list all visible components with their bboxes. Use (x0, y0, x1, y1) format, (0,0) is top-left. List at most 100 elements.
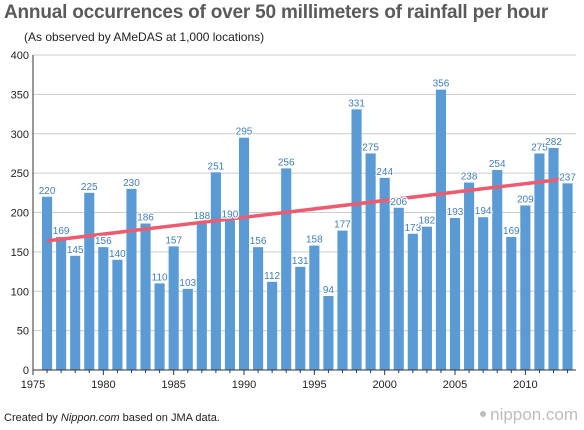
chart-subtitle: (As observed by AMeDAS at 1,000 location… (24, 30, 265, 44)
bar (323, 295, 334, 370)
bar (506, 236, 517, 370)
x-tick-label: 1975 (21, 379, 45, 391)
y-tick-label: 50 (17, 326, 29, 338)
x-tick-label: 1980 (91, 379, 115, 391)
data-label: 209 (517, 194, 534, 205)
data-label: 140 (109, 249, 126, 260)
bar (449, 218, 461, 370)
axes: 0 50 100 150 200 250 300 350 400 1975 1980 1985 1990… (11, 50, 576, 391)
data-label: 169 (53, 226, 70, 237)
y-tick-label: 300 (11, 129, 29, 141)
bar (492, 169, 503, 370)
data-label: 158 (306, 235, 323, 246)
x-tick-label: 1995 (302, 379, 326, 391)
data-label: 356 (433, 79, 450, 90)
brand-dot-icon (480, 410, 487, 417)
data-label: 190 (222, 209, 239, 220)
bar (337, 230, 348, 370)
x-tick-label: 2005 (443, 379, 467, 391)
brand-logo: nippon.com (480, 405, 578, 425)
x-tick-label: 1990 (232, 379, 256, 391)
bar (70, 255, 81, 370)
credit-site-link[interactable]: Nippon.com (60, 412, 120, 424)
data-label: 157 (165, 235, 182, 246)
bar (224, 220, 236, 370)
bar (365, 153, 376, 370)
bar (407, 233, 418, 370)
data-label: 230 (123, 178, 140, 189)
data-label: 254 (489, 159, 506, 170)
data-label: 237 (559, 172, 576, 183)
bar (238, 137, 250, 370)
data-label: 182 (419, 216, 436, 227)
bar (98, 247, 109, 370)
bar (56, 236, 67, 370)
data-label: 177 (334, 220, 351, 231)
chart-title: Annual occurrences of over 50 millimeter… (4, 2, 549, 23)
bar (210, 172, 221, 370)
y-tick-label: 100 (11, 286, 29, 298)
data-label: 110 (152, 272, 168, 283)
data-label: 193 (447, 207, 464, 218)
data-label: 206 (390, 197, 407, 208)
bar (520, 205, 531, 370)
bar (309, 245, 320, 370)
data-label: 169 (503, 226, 520, 237)
bar (393, 207, 404, 370)
bar (478, 217, 489, 370)
data-label: 295 (236, 127, 253, 138)
credit-prefix: Created by (4, 412, 61, 424)
brand-name: nippon.com (490, 405, 578, 424)
data-label: 275 (362, 142, 379, 153)
bar (182, 288, 193, 370)
bar (140, 223, 151, 370)
bar (435, 89, 447, 371)
data-label: 173 (404, 223, 421, 234)
bar (281, 168, 292, 370)
bar (562, 183, 573, 370)
bar (548, 147, 559, 370)
source-credit: Created by Nippon.com based on JMA data. (4, 412, 220, 424)
data-label: 103 (179, 278, 196, 289)
data-label: 256 (278, 157, 295, 168)
data-label: 282 (545, 137, 562, 148)
y-tick-label: 150 (11, 247, 29, 259)
data-labels: 220 169 145 225 156 140 230 186 110 157 103 188 251 1… (37, 77, 577, 297)
data-label: 225 (81, 182, 98, 193)
trend-line-layer (46, 176, 568, 243)
data-label: 244 (376, 167, 393, 178)
bar (126, 188, 137, 370)
data-label: 251 (208, 161, 225, 172)
bar (84, 192, 95, 370)
y-tick-label: 200 (11, 208, 29, 220)
trend-line (46, 176, 568, 243)
y-tick-label: 250 (11, 168, 29, 180)
bar (196, 221, 207, 370)
data-label: 94 (323, 285, 335, 296)
data-label: 156 (95, 236, 112, 247)
bar (267, 281, 278, 370)
y-tick-label: 400 (11, 50, 29, 62)
data-label: 145 (67, 245, 84, 256)
data-label: 156 (250, 236, 267, 247)
data-label: 220 (39, 186, 56, 197)
data-label: 131 (292, 256, 309, 267)
data-label: 186 (137, 213, 154, 224)
bar (379, 177, 390, 370)
y-tick-label: 0 (23, 365, 29, 377)
bar (112, 259, 123, 370)
bars (42, 89, 573, 371)
bar (464, 182, 475, 370)
bar (295, 266, 306, 370)
data-label: 112 (264, 271, 280, 282)
x-tick-label: 2010 (513, 379, 537, 391)
bar (351, 109, 362, 371)
data-label: 194 (475, 206, 492, 217)
bar (421, 226, 432, 370)
data-label: 331 (348, 98, 365, 109)
y-tick-label: 350 (11, 89, 29, 101)
data-label: 188 (193, 211, 210, 222)
bar (154, 283, 165, 370)
bar (534, 153, 545, 370)
